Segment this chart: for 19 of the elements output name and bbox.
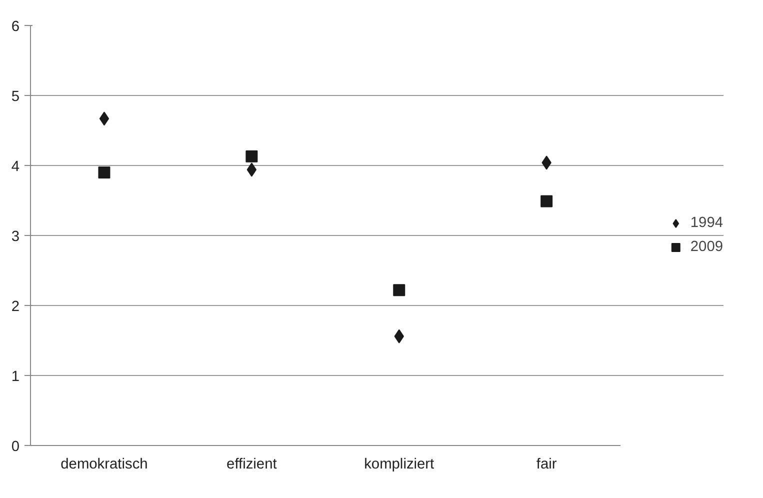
- x-tick-label: fair: [536, 456, 557, 472]
- y-tick-label: 1: [11, 369, 20, 385]
- point: [246, 150, 258, 162]
- y-tick-label: 5: [11, 89, 20, 105]
- legend-label: 2009: [690, 239, 723, 255]
- point: [540, 195, 553, 208]
- point: [99, 112, 110, 126]
- y-tick-label: 2: [11, 299, 20, 315]
- legend-label: 1994: [690, 215, 723, 231]
- y-tick-label: 6: [11, 19, 20, 35]
- y-tick-label: 4: [11, 159, 20, 175]
- y-tick-label: 0: [11, 439, 20, 455]
- x-tick-label: kompliziert: [364, 456, 434, 472]
- point: [98, 166, 110, 178]
- point: [393, 284, 406, 296]
- x-tick-label: demokratisch: [60, 456, 148, 472]
- x-tick-label: effizient: [226, 456, 277, 472]
- y-tick-label: 3: [11, 229, 20, 245]
- point: [246, 162, 257, 177]
